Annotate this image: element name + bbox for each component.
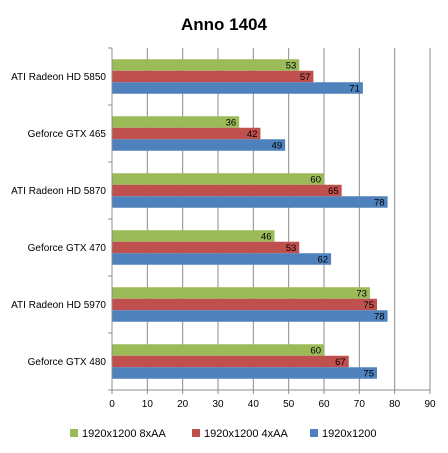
bar xyxy=(112,253,332,265)
data-label: 53 xyxy=(286,61,297,72)
bar xyxy=(112,367,377,379)
x-tick-label: 20 xyxy=(177,399,189,410)
category-label: Geforce GTX 470 xyxy=(28,243,107,254)
data-label: 46 xyxy=(261,232,272,243)
data-label: 71 xyxy=(349,84,360,95)
x-tick-label: 30 xyxy=(212,399,224,410)
legend-swatch xyxy=(192,429,200,437)
data-label: 62 xyxy=(317,255,328,266)
data-label: 57 xyxy=(300,72,311,83)
bar xyxy=(112,70,314,83)
x-tick-label: 60 xyxy=(318,399,330,410)
bar xyxy=(112,310,388,322)
data-label: 78 xyxy=(374,312,385,323)
x-tick-label: 70 xyxy=(354,399,366,410)
legend-label: 1920x1200 8xAA xyxy=(82,428,166,440)
data-label: 78 xyxy=(374,198,385,209)
legend: 1920x1200 8xAA 1920x1200 4xAA 1920x1200 xyxy=(70,428,376,440)
bar xyxy=(112,287,370,299)
bar xyxy=(112,139,286,151)
data-label: 75 xyxy=(363,300,374,311)
bar xyxy=(112,344,324,356)
bar xyxy=(112,184,342,197)
x-tick-label: 0 xyxy=(109,399,115,410)
data-label: 53 xyxy=(286,243,297,254)
legend-label: 1920x1200 4xAA xyxy=(204,428,288,440)
category-label: ATI Radeon HD 5870 xyxy=(11,186,106,197)
data-label: 67 xyxy=(335,357,346,368)
x-tick-label: 40 xyxy=(248,399,260,410)
bar xyxy=(112,230,275,242)
axes: 0 10 20 30 40 50 60 70 80 90 ATI Radeon HD 5850 Gef… xyxy=(11,47,436,410)
x-tick-label: 10 xyxy=(142,399,154,410)
bar xyxy=(112,355,349,368)
category-label: Geforce GTX 480 xyxy=(28,357,107,368)
data-label: 60 xyxy=(310,175,321,186)
bar xyxy=(112,127,261,140)
x-tick-label: 50 xyxy=(283,399,295,410)
x-tick-label: 90 xyxy=(424,399,436,410)
legend-swatch xyxy=(70,429,78,437)
category-label: Geforce GTX 465 xyxy=(28,129,107,140)
category-label: ATI Radeon HD 5850 xyxy=(11,72,106,83)
data-label: 36 xyxy=(226,118,237,129)
data-label: 75 xyxy=(363,369,374,380)
data-label: 42 xyxy=(247,129,258,140)
bar xyxy=(112,173,324,185)
bar xyxy=(112,241,300,254)
legend-swatch xyxy=(310,429,318,437)
data-label: 60 xyxy=(310,346,321,357)
category-label: ATI Radeon HD 5970 xyxy=(11,300,106,311)
x-tick-label: 80 xyxy=(389,399,401,410)
bar xyxy=(112,116,240,128)
grid xyxy=(146,48,431,390)
bar xyxy=(112,59,300,71)
data-label: 73 xyxy=(356,289,367,300)
data-label: 49 xyxy=(272,141,283,152)
bar xyxy=(112,82,363,94)
bar xyxy=(112,298,377,311)
legend-label: 1920x1200 xyxy=(322,428,376,440)
chart-title: Anno 1404 xyxy=(181,15,268,34)
data-label: 65 xyxy=(328,186,339,197)
bar xyxy=(112,196,388,208)
